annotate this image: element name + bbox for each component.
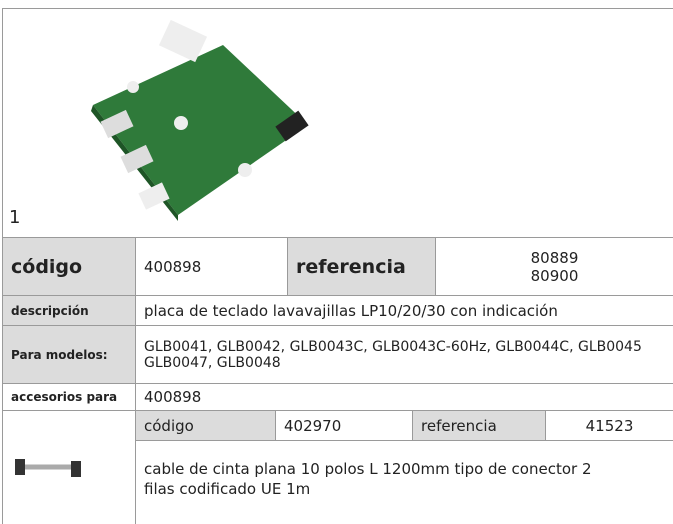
reference: 80900	[530, 266, 579, 285]
product-image	[91, 19, 309, 221]
accessory-image-cell	[2, 410, 135, 524]
label: referencia	[412, 410, 545, 440]
figure-frame: 1	[2, 8, 673, 237]
value: 400898	[135, 383, 673, 410]
models-line: GLB0047, GLB0048	[144, 354, 281, 371]
value: 402970	[275, 410, 412, 440]
label: accesorios para	[2, 383, 135, 410]
label: código	[135, 410, 275, 440]
value: GLB0041, GLB0042, GLB0043C, GLB0043C-60H…	[135, 325, 673, 383]
value: 80889 80900	[435, 237, 673, 295]
label: Para modelos:	[2, 325, 135, 383]
label: referencia	[287, 237, 435, 295]
value: 400898	[135, 237, 287, 295]
figure-label: 1	[9, 207, 21, 228]
value: placa de teclado lavavajillas LP10/20/30…	[135, 295, 673, 325]
cable-image	[15, 458, 81, 477]
label: descripción	[2, 295, 135, 325]
models-line: GLB0041, GLB0042, GLB0043C, GLB0043C-60H…	[144, 338, 642, 355]
value: 41523	[545, 410, 673, 440]
reference: 80889	[530, 248, 579, 267]
description: cable de cinta plana 10 polos L 1200mm t…	[135, 440, 673, 524]
label: código	[2, 237, 135, 295]
